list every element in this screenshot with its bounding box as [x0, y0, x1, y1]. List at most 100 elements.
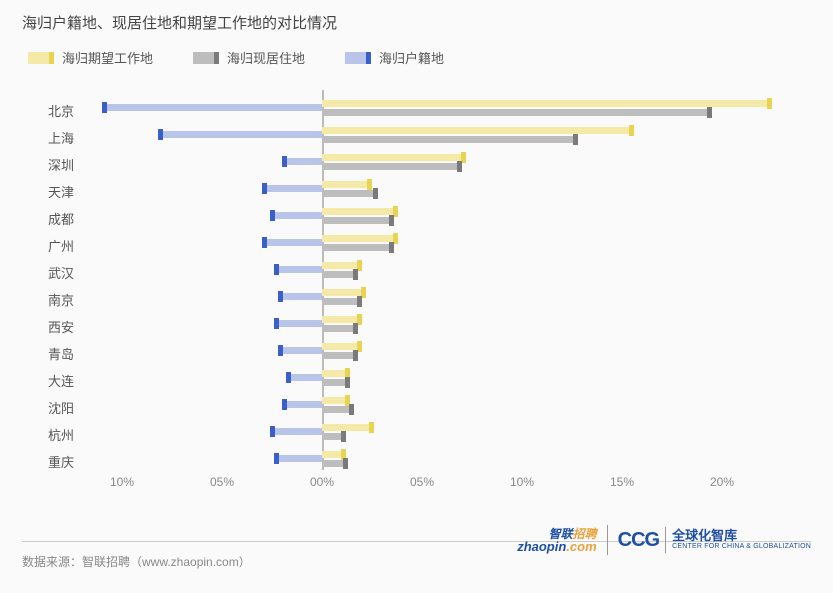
- legend-item: 海归户籍地: [345, 48, 444, 67]
- ccg-en: CENTER FOR CHINA & GLOBALIZATION: [672, 543, 811, 551]
- bar-household: [282, 158, 322, 165]
- bar-cap: [357, 296, 362, 307]
- bar-cap: [707, 107, 712, 118]
- plot-area: 北京上海深圳天津成都广州武汉南京西安青岛大连沈阳杭州重庆: [82, 90, 802, 470]
- city-label: 西安: [24, 317, 74, 336]
- axis-tick: 00%: [310, 475, 334, 489]
- axis-tick: 10%: [510, 475, 534, 489]
- bar-cap: [102, 102, 107, 113]
- bar-desired: [322, 424, 374, 431]
- bar-cap: [767, 98, 772, 109]
- bar-household: [270, 212, 322, 219]
- city-label: 青岛: [24, 344, 74, 363]
- bar-cap: [262, 237, 267, 248]
- city-label: 杭州: [24, 425, 74, 444]
- bar-household: [274, 320, 322, 327]
- bar-cap: [367, 179, 372, 190]
- bar-current: [322, 298, 362, 305]
- city-label: 广州: [24, 236, 74, 255]
- bar-cap: [158, 129, 163, 140]
- bar-current: [322, 244, 394, 251]
- bar-desired: [322, 208, 398, 215]
- bar-cap: [286, 372, 291, 383]
- bar-cap: [353, 269, 358, 280]
- bar-current: [322, 271, 358, 278]
- city-label: 成都: [24, 209, 74, 228]
- bar-desired: [322, 397, 350, 404]
- city-row: 大连: [82, 368, 802, 390]
- bar-household: [262, 239, 322, 246]
- bar-desired: [322, 316, 362, 323]
- city-label: 上海: [24, 128, 74, 147]
- city-row: 成都: [82, 206, 802, 228]
- ccg-cn: 全球化智库: [672, 529, 811, 543]
- legend-swatch: [345, 52, 371, 64]
- legend-swatch: [28, 52, 54, 64]
- bar-cap: [262, 183, 267, 194]
- city-row: 重庆: [82, 449, 802, 471]
- bar-cap: [389, 215, 394, 226]
- bar-current: [322, 352, 358, 359]
- city-label: 重庆: [24, 452, 74, 471]
- bar-desired: [322, 262, 362, 269]
- bar-cap: [343, 458, 348, 469]
- bar-household: [286, 374, 322, 381]
- bar-cap: [389, 242, 394, 253]
- legend-label: 海归现居住地: [227, 48, 305, 67]
- footer: 数据来源：智联招聘（www.zhaopin.com） 智联招聘 zhaopin.…: [0, 525, 833, 593]
- bar-current: [322, 325, 358, 332]
- bar-cap: [373, 188, 378, 199]
- city-label: 北京: [24, 101, 74, 120]
- bar-cap: [270, 426, 275, 437]
- bar-cap: [457, 161, 462, 172]
- bar-current: [322, 190, 378, 197]
- ccg-mark: CCG: [618, 529, 659, 552]
- axis-tick: 10%: [110, 475, 134, 489]
- bar-household: [102, 104, 322, 111]
- legend-label: 海归期望工作地: [62, 48, 153, 67]
- bar-desired: [322, 235, 398, 242]
- bar-desired: [322, 343, 362, 350]
- bar-cap: [353, 323, 358, 334]
- footer-logos: 智联招聘 zhaopin.com CCG 全球化智库 CENTER FOR CH…: [517, 525, 811, 555]
- ccg-logo: CCG 全球化智库 CENTER FOR CHINA & GLOBALIZATI…: [618, 527, 811, 553]
- legend-item: 海归现居住地: [193, 48, 305, 67]
- bar-cap: [349, 404, 354, 415]
- bar-household: [278, 293, 322, 300]
- bar-cap: [270, 210, 275, 221]
- bar-household: [278, 347, 322, 354]
- axis-tick: 05%: [210, 475, 234, 489]
- bar-cap: [345, 377, 350, 388]
- bar-current: [322, 379, 350, 386]
- bar-cap: [341, 431, 346, 442]
- city-row: 杭州: [82, 422, 802, 444]
- city-row: 青岛: [82, 341, 802, 363]
- city-row: 上海: [82, 125, 802, 147]
- city-row: 武汉: [82, 260, 802, 282]
- bar-desired: [322, 100, 772, 107]
- city-row: 深圳: [82, 152, 802, 174]
- bar-household: [282, 401, 322, 408]
- city-label: 沈阳: [24, 398, 74, 417]
- city-label: 南京: [24, 290, 74, 309]
- x-axis: 10%05%00%05%10%15%20%: [82, 475, 802, 495]
- bar-desired: [322, 154, 466, 161]
- bar-cap: [353, 350, 358, 361]
- legend-label: 海归户籍地: [379, 48, 444, 67]
- city-label: 深圳: [24, 155, 74, 174]
- city-label: 武汉: [24, 263, 74, 282]
- bar-desired: [322, 181, 372, 188]
- bar-household: [274, 455, 322, 462]
- bar-current: [322, 217, 394, 224]
- bar-desired: [322, 451, 346, 458]
- bar-desired: [322, 370, 350, 377]
- bar-cap: [278, 291, 283, 302]
- axis-tick: 05%: [410, 475, 434, 489]
- bar-current: [322, 460, 348, 467]
- bar-cap: [282, 156, 287, 167]
- bar-household: [274, 266, 322, 273]
- ccg-divider: [665, 527, 666, 553]
- logo-divider: [607, 525, 608, 555]
- city-label: 大连: [24, 371, 74, 390]
- zhaopin-logo: 智联招聘 zhaopin.com: [517, 528, 596, 553]
